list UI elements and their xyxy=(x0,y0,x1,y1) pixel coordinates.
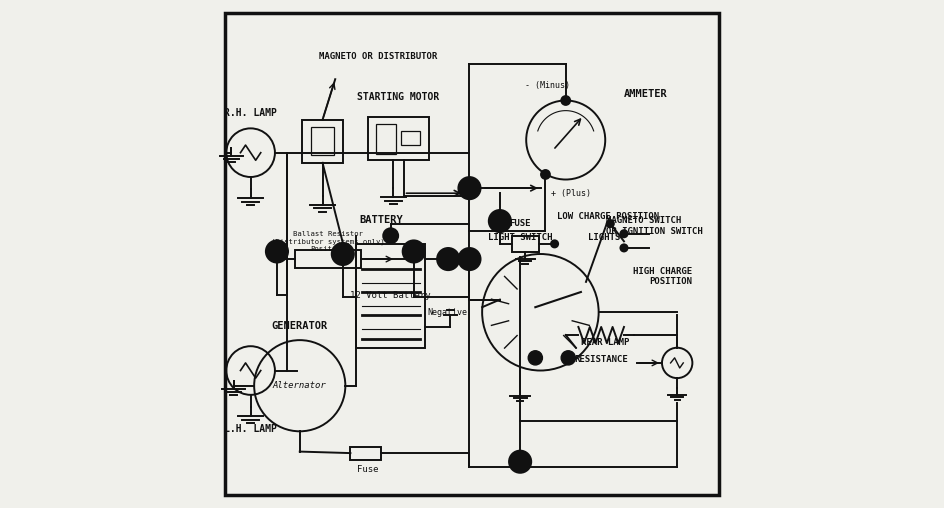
Text: Alternator: Alternator xyxy=(273,381,327,390)
Text: BATTERY: BATTERY xyxy=(359,214,403,225)
Text: 7: 7 xyxy=(517,457,523,466)
Text: D: D xyxy=(566,354,570,362)
Text: 3: 3 xyxy=(340,249,346,259)
Text: Fuse: Fuse xyxy=(358,465,379,474)
Bar xyxy=(376,124,396,154)
Text: MAGNETO SWITCH
OR IGNITION SWITCH: MAGNETO SWITCH OR IGNITION SWITCH xyxy=(606,216,703,236)
Text: REAR LAMP: REAR LAMP xyxy=(581,338,630,347)
Text: B: B xyxy=(533,354,538,362)
Text: 6: 6 xyxy=(466,255,472,264)
Text: Ballast Resistor
(Distributor systems only)
Positive: Ballast Resistor (Distributor systems on… xyxy=(271,231,384,251)
Text: 1: 1 xyxy=(446,255,451,264)
Text: 4: 4 xyxy=(275,247,279,256)
Circle shape xyxy=(459,248,480,270)
Text: LOW CHARGE POSITION: LOW CHARGE POSITION xyxy=(557,211,660,220)
Bar xyxy=(312,128,333,155)
Text: GENERATOR: GENERATOR xyxy=(272,321,328,331)
Circle shape xyxy=(459,177,480,199)
Text: RESISTANCE: RESISTANCE xyxy=(574,355,628,364)
Circle shape xyxy=(489,210,511,232)
Circle shape xyxy=(402,240,425,263)
Circle shape xyxy=(529,351,543,365)
Circle shape xyxy=(551,240,558,247)
Circle shape xyxy=(437,248,460,270)
Circle shape xyxy=(266,240,288,263)
Bar xyxy=(295,250,361,268)
Text: FUSE: FUSE xyxy=(510,219,531,228)
Bar xyxy=(401,131,420,145)
Bar xyxy=(368,117,429,161)
Text: STARTING MOTOR: STARTING MOTOR xyxy=(358,92,440,102)
Circle shape xyxy=(509,451,531,473)
Text: R.H. LAMP: R.H. LAMP xyxy=(224,108,277,118)
Text: AMMETER: AMMETER xyxy=(624,89,667,100)
Bar xyxy=(512,236,539,252)
Text: + (Plus): + (Plus) xyxy=(550,188,591,198)
Text: HIGH CHARGE
POSITION: HIGH CHARGE POSITION xyxy=(633,267,692,287)
Bar xyxy=(302,120,343,163)
Text: LIGHT SWITCH: LIGHT SWITCH xyxy=(488,233,552,242)
Text: LIGHTS: LIGHTS xyxy=(587,233,620,242)
Circle shape xyxy=(561,351,575,365)
Circle shape xyxy=(607,220,614,227)
Circle shape xyxy=(620,230,628,237)
Circle shape xyxy=(620,244,628,251)
Text: - (Minus): - (Minus) xyxy=(526,81,570,90)
Circle shape xyxy=(541,170,550,179)
Circle shape xyxy=(383,228,398,243)
Bar xyxy=(350,447,380,460)
Text: Negative: Negative xyxy=(428,308,467,317)
Text: 9: 9 xyxy=(497,216,502,226)
Text: 8: 8 xyxy=(411,247,416,256)
Text: L.H. LAMP: L.H. LAMP xyxy=(224,424,277,434)
Text: 5: 5 xyxy=(466,183,472,193)
Text: MAGNETO OR DISTRIBUTOR: MAGNETO OR DISTRIBUTOR xyxy=(319,52,437,61)
Circle shape xyxy=(561,96,570,105)
Circle shape xyxy=(331,243,354,265)
Bar xyxy=(357,244,425,347)
Text: 12 Volt Battery: 12 Volt Battery xyxy=(350,291,431,300)
